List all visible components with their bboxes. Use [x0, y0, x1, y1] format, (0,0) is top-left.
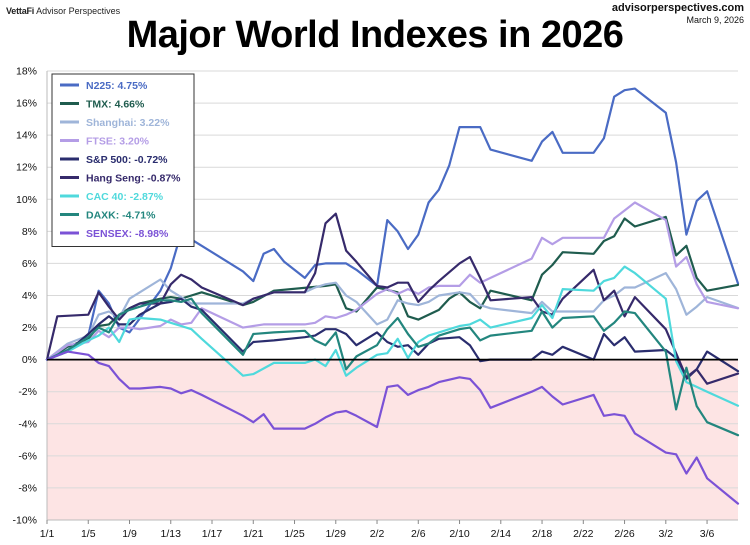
series-line-2 [45, 215, 740, 361]
site-info: advisorperspectives.com March 9, 2026 [612, 2, 744, 26]
x-tick-label: 1/13 [161, 528, 182, 540]
x-tick-label: 2/2 [370, 528, 385, 540]
y-tick-label: -6% [18, 450, 37, 462]
series-line-7 [45, 265, 740, 407]
series-line-6 [45, 212, 740, 385]
y-tick-label: -8% [18, 482, 37, 494]
y-tick-label: 18% [16, 66, 37, 78]
y-tick-label: 0% [22, 354, 37, 366]
x-tick-label: 2/10 [449, 528, 470, 540]
legend-label-1: N225: 4.75% [86, 80, 148, 92]
legend-label-5: S&P 500: -0.72% [86, 154, 168, 166]
x-tick-label: 2/18 [532, 528, 553, 540]
brand-logo: VettaFi Advisor Perspectives [6, 6, 121, 16]
legend-label-7: CAC 40: -2.87% [86, 191, 164, 203]
y-tick-label: 12% [16, 162, 37, 174]
legend-label-9: SENSEX: -8.98% [86, 228, 169, 240]
x-tick-label: 1/21 [243, 528, 264, 540]
chart-title: Major World Indexes in 2026 [126, 14, 624, 56]
y-tick-label: -2% [18, 386, 37, 398]
x-tick-label: 1/9 [122, 528, 137, 540]
legend-label-3: Shanghai: 3.22% [86, 117, 170, 129]
y-tick-label: -10% [12, 515, 37, 527]
y-tick-label: 14% [16, 130, 37, 142]
brand-subtitle: Advisor Perspectives [36, 6, 121, 16]
x-tick-label: 1/1 [40, 528, 55, 540]
legend-label-8: DAXK: -4.71% [86, 210, 156, 222]
legend-label-4: FTSE: 3.20% [86, 136, 150, 148]
x-tick-label: 1/25 [284, 528, 305, 540]
series-line-9 [45, 350, 740, 505]
x-tick-label: 1/17 [202, 528, 223, 540]
y-tick-label: 2% [22, 322, 37, 334]
x-tick-label: 2/14 [491, 528, 512, 540]
y-tick-label: 6% [22, 258, 37, 270]
x-tick-label: 3/2 [659, 528, 674, 540]
legend-label-6: Hang Seng: -0.87% [86, 173, 181, 185]
x-tick-label: 3/6 [700, 528, 715, 540]
x-tick-label: 2/26 [614, 528, 635, 540]
site-url: advisorperspectives.com [611, 2, 744, 14]
x-tick-label: 1/29 [326, 528, 347, 540]
chart-date: March 9, 2026 [686, 15, 744, 25]
y-tick-label: 16% [16, 98, 37, 110]
series-line-4 [45, 201, 740, 361]
x-tick-label: 1/5 [81, 528, 96, 540]
negative-region [47, 359, 738, 520]
y-tick-label: 8% [22, 226, 37, 238]
y-tick-label: -4% [18, 418, 37, 430]
x-tick-label: 2/22 [573, 528, 594, 540]
x-tick-label: 2/6 [411, 528, 426, 540]
y-tick-label: 4% [22, 290, 37, 302]
y-tick-label: 10% [16, 194, 37, 206]
series-line-1 [45, 87, 740, 361]
legend-label-2: TMX: 4.66% [86, 99, 145, 111]
series-line-8 [45, 297, 740, 437]
series-line-3 [45, 272, 740, 361]
